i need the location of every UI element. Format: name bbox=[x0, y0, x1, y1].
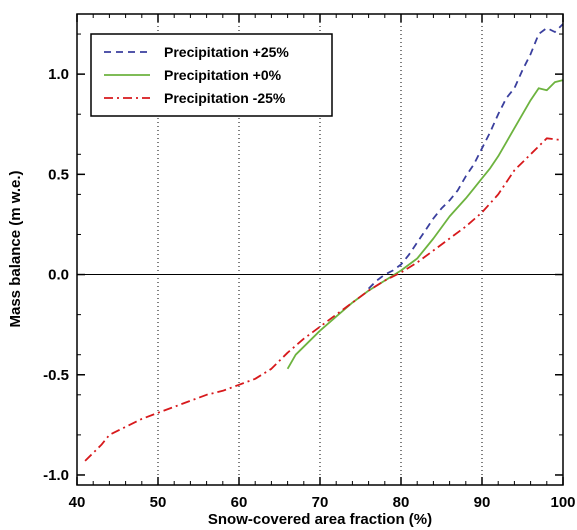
series-line-2 bbox=[286, 79, 564, 370]
x-tick-label: 80 bbox=[393, 494, 410, 511]
x-tick-label: 90 bbox=[474, 494, 491, 511]
x-axis-title: Snow-covered area fraction (%) bbox=[208, 511, 432, 528]
legend-label-2: Precipitation +0% bbox=[164, 67, 282, 83]
y-tick-label: -1.0 bbox=[43, 467, 69, 484]
x-tick-label: 100 bbox=[550, 494, 575, 511]
series-line-1 bbox=[367, 23, 564, 290]
x-tick-label: 70 bbox=[312, 494, 329, 511]
grid-layer bbox=[77, 14, 563, 485]
y-tick-label: 0.0 bbox=[48, 267, 69, 284]
y-tick-label: 0.5 bbox=[48, 166, 69, 183]
x-tick-label: 50 bbox=[150, 494, 167, 511]
legend: Precipitation +25% Precipitation +0% Preci… bbox=[90, 33, 333, 117]
series-line-3 bbox=[84, 137, 564, 462]
y-tick-label: -0.5 bbox=[43, 367, 69, 384]
y-axis-title: Mass balance (m w.e.) bbox=[7, 170, 24, 327]
legend-label-1: Precipitation +25% bbox=[164, 44, 289, 60]
legend-label-3: Precipitation -25% bbox=[164, 90, 286, 106]
x-tick-label: 60 bbox=[231, 494, 248, 511]
series-layer bbox=[84, 23, 564, 462]
x-tick-label: 40 bbox=[69, 494, 86, 511]
y-tick-label: 1.0 bbox=[48, 66, 69, 83]
ticks-layer: 40 50 60 70 80 90 100 -1.0 -0.5 0.0 0.5 1.0 bbox=[43, 14, 576, 511]
